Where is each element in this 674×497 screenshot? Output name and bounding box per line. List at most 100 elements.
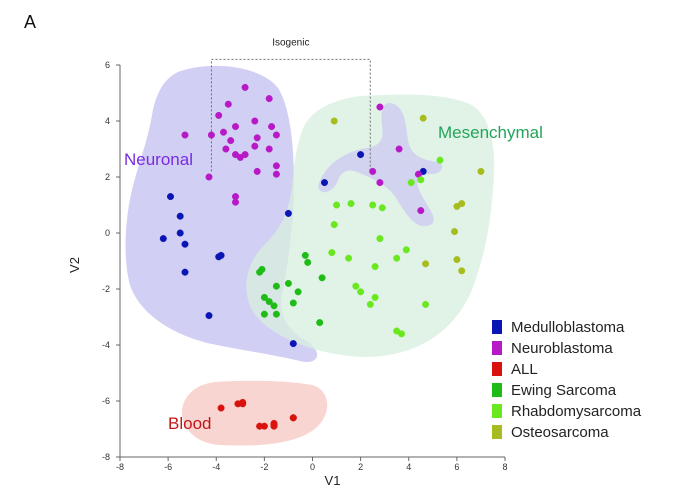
- neuronal-region-label: Neuronal: [124, 150, 193, 169]
- y-tick-label: -6: [102, 396, 110, 406]
- medulloblastoma-point: [176, 229, 184, 237]
- all-point: [239, 400, 247, 408]
- neuroblastoma-point: [369, 167, 377, 175]
- isogenic-bracket-line: [210, 58, 371, 172]
- mesenchymal-region-label: Mesenchymal: [438, 123, 543, 142]
- neuroblastoma-point: [395, 145, 403, 153]
- medulloblastoma-point: [181, 268, 189, 276]
- all-point: [217, 404, 225, 412]
- neuroblastoma-point: [236, 153, 244, 161]
- medulloblastoma-point: [289, 340, 297, 348]
- y-tick-label: -4: [102, 340, 110, 350]
- rhabdomysarcoma-point: [347, 200, 355, 208]
- rhabdomysarcoma-point: [328, 249, 336, 257]
- ewing-sarcoma-point: [294, 288, 302, 296]
- rhabdomysarcoma-point: [366, 300, 374, 308]
- rhabdomysarcoma-point: [345, 254, 353, 262]
- neuroblastoma-point: [376, 103, 384, 111]
- isogenic-label: Isogenic: [272, 37, 309, 48]
- rhabdomysarcoma-point: [402, 246, 410, 254]
- blood-region: [181, 380, 328, 446]
- rhabdomysarcoma-point: [436, 156, 444, 164]
- neuroblastoma-point: [241, 83, 249, 91]
- neuroblastoma-point: [205, 173, 213, 181]
- neuroblastoma-legend-label: Neuroblastoma: [511, 340, 613, 357]
- ewing-sarcoma-point: [265, 298, 273, 306]
- neuroblastoma-point: [222, 145, 230, 153]
- x-tick-label: -8: [116, 462, 124, 472]
- medulloblastoma-legend-label: Medulloblastoma: [511, 319, 625, 336]
- neuroblastoma-point: [231, 123, 239, 131]
- neuroblastoma-point: [272, 131, 280, 139]
- ewing-sarcoma-legend-swatch: [492, 383, 502, 397]
- axes: -8 -6 -4 -2 0 2 4 6 8 -8 -6 -4 -2 0 2 4 6 V1 V2: [67, 60, 508, 488]
- neuroblastoma-point: [215, 111, 223, 119]
- medulloblastoma-point: [205, 312, 213, 320]
- rhabdomysarcoma-point: [393, 327, 401, 335]
- medulloblastoma-point: [284, 209, 292, 217]
- neuroblastoma-point: [272, 162, 280, 170]
- neuroblastoma-point: [272, 170, 280, 178]
- medulloblastoma-point: [321, 179, 329, 187]
- rhabdomysarcoma-point: [352, 282, 360, 290]
- y-tick-label: -8: [102, 452, 110, 462]
- ewing-sarcoma-point: [289, 299, 297, 307]
- rhabdomysarcoma-point: [357, 288, 365, 296]
- osteosarcoma-legend-label: Osteosarcoma: [511, 424, 609, 441]
- rhabdomysarcoma-point: [369, 201, 377, 209]
- ewing-sarcoma-point: [270, 302, 278, 310]
- x-tick-label: 8: [502, 462, 507, 472]
- neuroblastoma-point: [253, 134, 261, 142]
- connector-region: [318, 102, 443, 227]
- panel-letter: A: [24, 12, 37, 32]
- rhabdomysarcoma-point: [371, 263, 379, 271]
- neuroblastoma-point: [376, 179, 384, 187]
- blood-region-label: Blood: [168, 414, 211, 433]
- osteosarcoma-point: [419, 114, 427, 122]
- region-labels: Neuronal Mesenchymal Blood: [124, 123, 543, 433]
- neuroblastoma-point: [207, 131, 215, 139]
- data-points: [159, 83, 485, 430]
- x-tick-label: -2: [260, 462, 268, 472]
- ewing-sarcoma-point: [316, 319, 324, 327]
- isogenic-bracket: [210, 58, 371, 172]
- y-axis-label: V2: [67, 257, 82, 273]
- neuroblastoma-point: [268, 123, 276, 131]
- ewing-sarcoma-point: [272, 282, 280, 290]
- x-tick-label: 2: [358, 462, 363, 472]
- neuroblastoma-point: [253, 167, 261, 175]
- osteosarcoma-point: [451, 228, 459, 236]
- rhabdomysarcoma-point: [371, 293, 379, 301]
- rhabdomysarcoma-point: [333, 201, 341, 209]
- neuroblastoma-point: [231, 198, 239, 206]
- osteosarcoma-point: [330, 117, 338, 125]
- x-tick-label: 0: [310, 462, 315, 472]
- rhabdomysarcoma-point: [330, 221, 338, 229]
- neuroblastoma-point: [265, 95, 273, 103]
- ewing-sarcoma-point: [318, 274, 326, 282]
- neuroblastoma-point: [251, 142, 259, 150]
- medulloblastoma-point: [215, 253, 223, 261]
- osteosarcoma-point: [458, 200, 466, 208]
- all-point: [270, 422, 278, 430]
- all-point: [260, 422, 268, 430]
- y-tick-label: -2: [102, 284, 110, 294]
- rhabdomysarcoma-point: [376, 235, 384, 243]
- mesenchymal-region: [246, 94, 495, 357]
- rhabdomysarcoma-legend-label: Rhabdomysarcoma: [511, 403, 642, 420]
- rhabdomysarcoma-point: [417, 176, 425, 184]
- medulloblastoma-point: [159, 235, 167, 243]
- x-tick-label: 6: [454, 462, 459, 472]
- y-tick-label: 0: [105, 228, 110, 238]
- osteosarcoma-point: [458, 267, 466, 275]
- medulloblastoma-point: [181, 240, 189, 248]
- x-tick-label: -4: [212, 462, 220, 472]
- ewing-sarcoma-point: [304, 258, 312, 266]
- rhabdomysarcoma-point: [393, 254, 401, 262]
- medulloblastoma-legend-swatch: [492, 320, 502, 334]
- ewing-sarcoma-legend-label: Ewing Sarcoma: [511, 382, 617, 399]
- osteosarcoma-point: [477, 167, 485, 175]
- osteosarcoma-legend-swatch: [492, 425, 502, 439]
- y-tick-label: 2: [105, 172, 110, 182]
- osteosarcoma-point: [422, 260, 430, 268]
